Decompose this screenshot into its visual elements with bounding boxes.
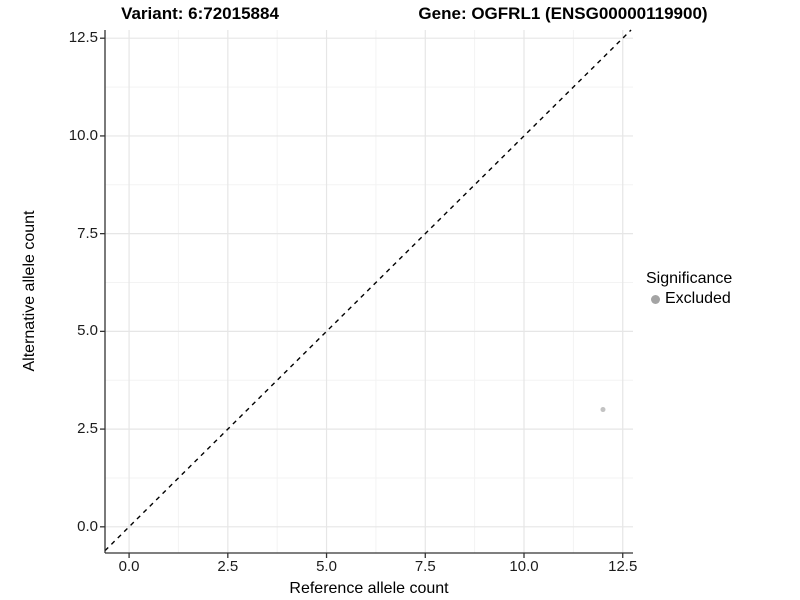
y-tick-label: 5.0 [77, 322, 98, 340]
plot-title-variant: Variant: 6:72015884 [121, 4, 279, 23]
legend-entry: Excluded [646, 290, 732, 308]
x-tick-label: 10.0 [509, 558, 539, 575]
y-tick-label: 2.5 [77, 420, 98, 438]
data-point [600, 407, 606, 413]
legend-title: Significance [646, 270, 733, 287]
x-tick-label: 5.0 [316, 558, 337, 575]
legend-entry-label: Excluded [665, 290, 731, 307]
legend-point-icon [650, 294, 660, 304]
x-tick-label: 7.5 [414, 558, 436, 575]
legend: Significance Excluded [646, 270, 732, 308]
x-axis-label: Reference allele count [289, 580, 449, 597]
plot-title-gene: Gene: OGFRL1 (ENSG00000119900) [418, 4, 708, 23]
x-tick-label: 12.5 [608, 558, 638, 575]
y-tick-label: 0.0 [77, 517, 98, 535]
x-tick-label: 0.0 [118, 558, 140, 575]
y-tick-label: 7.5 [77, 224, 98, 242]
y-tick-label: 12.5 [68, 29, 98, 47]
legend-key [646, 290, 664, 308]
y-tick-label: 10.0 [68, 126, 98, 144]
x-tick-label: 2.5 [217, 558, 239, 575]
identity-dashed-line [104, 29, 632, 552]
